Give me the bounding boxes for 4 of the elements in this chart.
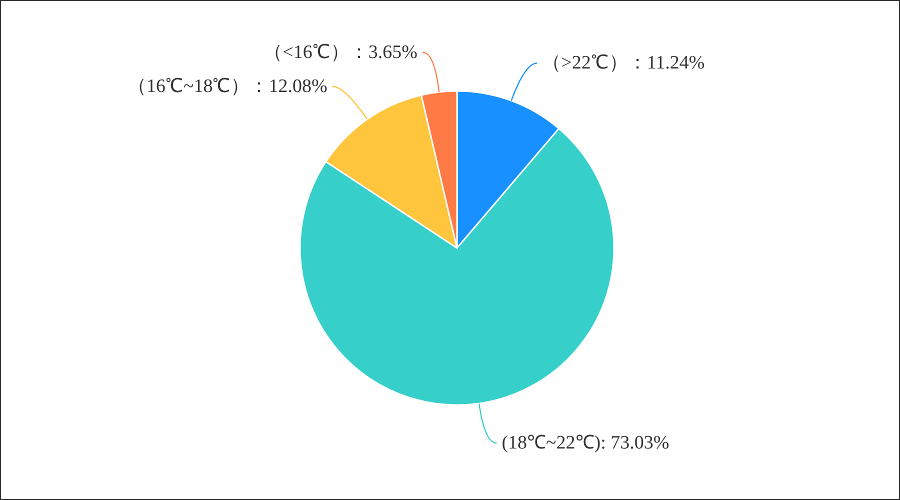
slice-label: （16℃~18℃）：12.08% xyxy=(127,76,328,97)
slice-label: (18℃~22℃): 73.03% xyxy=(502,432,670,454)
slice-label: （>22℃）：11.24% xyxy=(542,52,705,74)
slice-label: （<16℃）：3.65% xyxy=(264,42,418,63)
